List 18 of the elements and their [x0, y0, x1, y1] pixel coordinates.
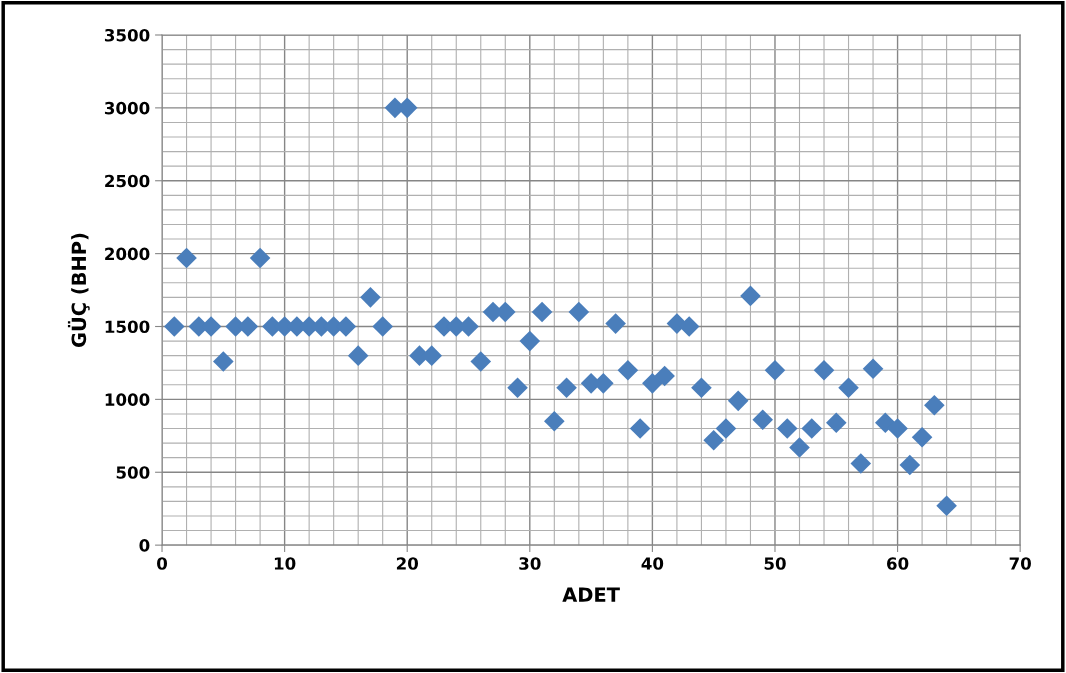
y-tick-label: 500	[116, 466, 150, 479]
x-tick-label: 30	[519, 557, 541, 570]
y-tick-label: 3000	[104, 101, 150, 115]
x-tick-label: 20	[396, 557, 419, 570]
y-tick-label: 1000	[105, 393, 150, 406]
y-tick-label: 3500	[104, 28, 150, 42]
y-axis-title: GÜÇ (BHP)	[67, 233, 90, 348]
y-tick-label: 2000	[105, 247, 150, 261]
x-axis-title: ADET	[562, 587, 620, 602]
x-tick-label: 10	[274, 557, 296, 570]
y-tick-label: 1500	[105, 320, 150, 334]
x-tick-label: 70	[1009, 557, 1031, 570]
x-tick-label: 50	[764, 557, 786, 570]
x-tick-label: 60	[887, 557, 909, 570]
x-tick-label: 40	[641, 557, 664, 570]
x-tick-label: 0	[157, 557, 168, 570]
y-tick-label: 0	[139, 539, 150, 552]
y-tick-label: 2500	[105, 174, 150, 188]
